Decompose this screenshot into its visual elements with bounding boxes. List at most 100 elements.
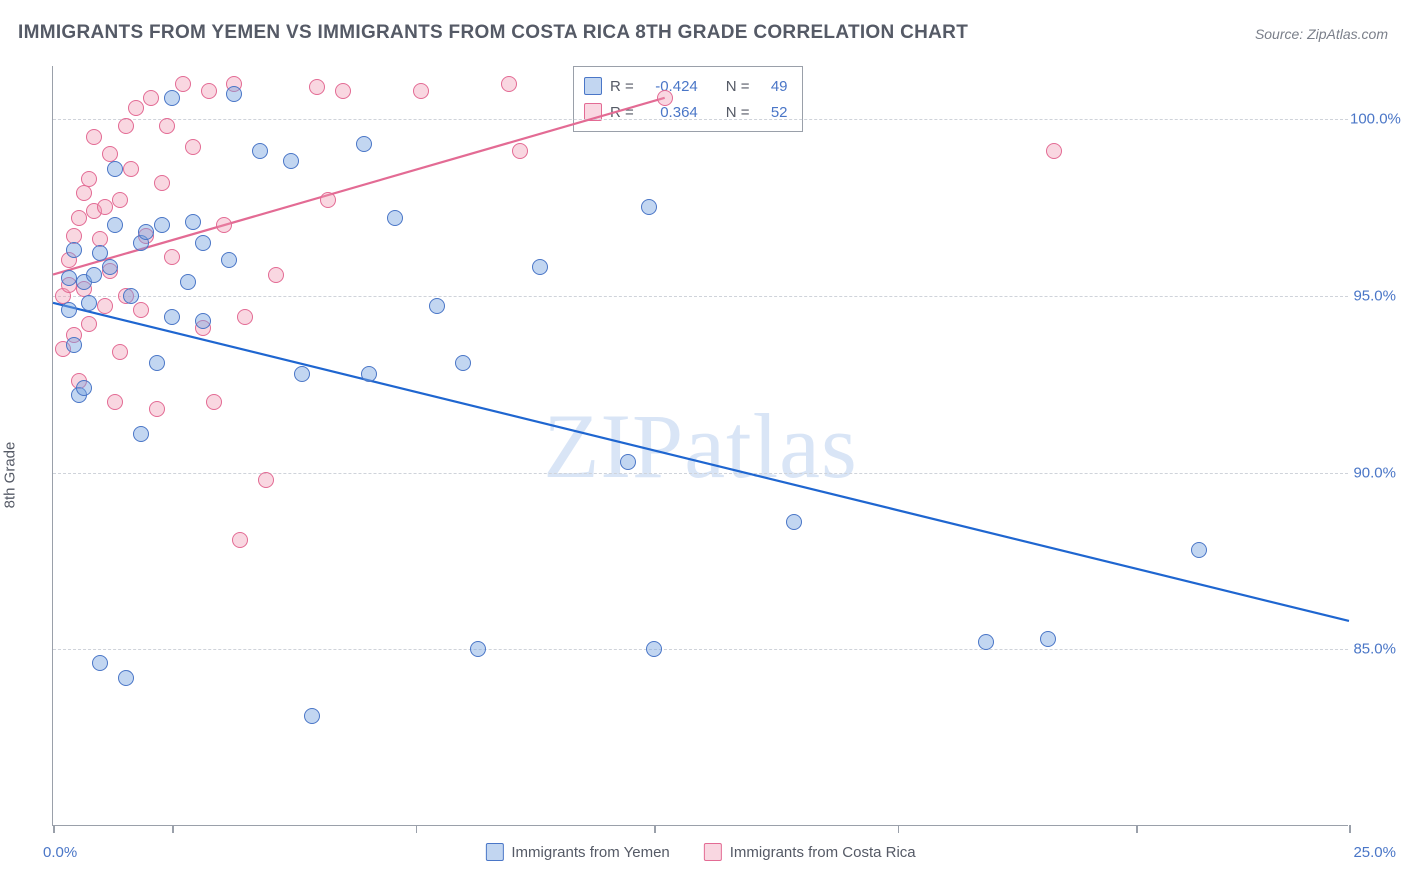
data-point [97,298,113,314]
trend-lines [53,66,1349,826]
x-tick-mark [1136,825,1138,833]
legend-series: Immigrants from Yemen Immigrants from Co… [485,843,915,861]
data-point [107,161,123,177]
data-point [86,267,102,283]
data-point [66,337,82,353]
data-point [66,242,82,258]
data-point [128,100,144,116]
data-point [532,259,548,275]
data-point [455,355,471,371]
data-point [76,380,92,396]
trend-line [53,303,1349,621]
swatch-blue [485,843,503,861]
data-point [501,76,517,92]
data-point [258,472,274,488]
data-point [657,90,673,106]
x-tick-mark [654,825,656,833]
data-point [786,514,802,530]
plot-area: ZIPatlas R = -0.424 N = 49 R = 0.364 N =… [52,66,1348,826]
data-point [118,670,134,686]
data-point [97,199,113,215]
data-point [61,270,77,286]
data-point [123,161,139,177]
data-point [81,295,97,311]
x-tick-mark [172,825,174,833]
data-point [361,366,377,382]
chart-title: IMMIGRANTS FROM YEMEN VS IMMIGRANTS FROM… [18,22,968,44]
y-tick-label: 95.0% [1350,287,1396,304]
swatch-pink [704,843,722,861]
data-point [81,171,97,187]
data-point [268,267,284,283]
data-point [216,217,232,233]
data-point [641,199,657,215]
data-point [149,401,165,417]
x-tick-mark [53,825,55,833]
data-point [195,313,211,329]
data-point [159,118,175,134]
data-point [387,210,403,226]
data-point [118,118,134,134]
chart-container: 8th Grade ZIPatlas R = -0.424 N = 49 R =… [0,58,1406,892]
data-point [154,217,170,233]
data-point [1040,631,1056,647]
data-point [413,83,429,99]
data-point [81,316,97,332]
x-axis-label-min: 0.0% [43,844,77,861]
data-point [112,344,128,360]
y-tick-label: 100.0% [1350,111,1396,128]
data-point [107,217,123,233]
data-point [92,655,108,671]
data-point [1191,542,1207,558]
data-point [237,309,253,325]
data-point [201,83,217,99]
data-point [71,210,87,226]
data-point [133,426,149,442]
data-point [123,288,139,304]
data-point [252,143,268,159]
x-axis-label-max: 25.0% [1353,844,1396,861]
data-point [646,641,662,657]
data-point [143,90,159,106]
data-point [138,224,154,240]
data-point [309,79,325,95]
data-point [92,245,108,261]
data-point [164,309,180,325]
data-point [294,366,310,382]
data-point [232,532,248,548]
data-point [335,83,351,99]
data-point [154,175,170,191]
data-point [185,139,201,155]
data-point [180,274,196,290]
data-point [356,136,372,152]
x-tick-mark [416,825,418,833]
data-point [164,90,180,106]
legend-item-blue: Immigrants from Yemen [485,843,669,861]
data-point [512,143,528,159]
legend-blue-label: Immigrants from Yemen [511,844,669,861]
data-point [164,249,180,265]
data-point [195,235,211,251]
x-tick-mark [1349,825,1351,833]
data-point [226,86,242,102]
y-tick-label: 90.0% [1350,464,1396,481]
data-point [61,302,77,318]
y-axis-title: 8th Grade [2,442,19,509]
data-point [978,634,994,650]
data-point [221,252,237,268]
data-point [470,641,486,657]
x-tick-mark [898,825,900,833]
y-tick-label: 85.0% [1350,641,1396,658]
legend-item-pink: Immigrants from Costa Rica [704,843,916,861]
data-point [76,185,92,201]
data-point [102,259,118,275]
data-point [86,129,102,145]
data-point [206,394,222,410]
data-point [1046,143,1062,159]
data-point [185,214,201,230]
source-credit: Source: ZipAtlas.com [1255,26,1388,42]
data-point [175,76,191,92]
data-point [149,355,165,371]
data-point [107,394,123,410]
data-point [112,192,128,208]
